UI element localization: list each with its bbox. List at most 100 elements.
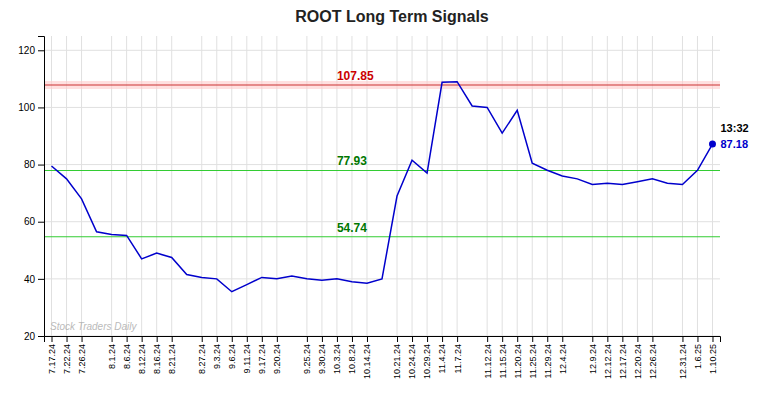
tick-mark: [38, 336, 44, 337]
tick-label: 9.3.24: [212, 344, 222, 369]
tick: 12.9.24: [588, 336, 598, 374]
tick-mark: [232, 336, 233, 342]
tick: 8.27.24: [197, 336, 207, 374]
tick-label: 11.15.24: [498, 344, 508, 378]
tick-mark: [277, 336, 278, 342]
tick-label: 8.21.24: [167, 344, 177, 374]
tick-mark: [397, 336, 398, 342]
tick-label: 9.20.24: [272, 344, 282, 374]
tick-label: 10.14.24: [362, 344, 372, 379]
price-line: [52, 82, 713, 292]
tick-label: 60: [24, 216, 36, 227]
tick-mark: [352, 336, 353, 342]
axis-line: [38, 37, 45, 337]
tick-label: 7.22.24: [62, 344, 72, 374]
tick-mark: [457, 336, 458, 342]
reference-label: 77.93: [337, 154, 367, 168]
tick-label: 12.26.24: [648, 344, 658, 379]
tick-mark: [367, 336, 368, 342]
tick-mark: [682, 336, 683, 342]
tick-label: 11.4.24: [437, 344, 447, 373]
last-price-label: 87.18: [720, 138, 748, 150]
tick: 120: [18, 45, 44, 56]
tick-mark: [262, 336, 263, 342]
tick-label: 120: [18, 45, 35, 56]
tick: 10.3.24: [332, 336, 342, 374]
tick: 11.20.24: [513, 336, 523, 378]
tick-mark: [322, 336, 323, 342]
grid: [44, 36, 720, 336]
last-time-label: 13:32: [720, 122, 748, 134]
tick: 20: [24, 331, 44, 342]
tick: 60: [24, 216, 44, 227]
tick-label: 7.17.24: [47, 344, 57, 374]
tick: 12.12.24: [603, 336, 613, 379]
tick: 11.25.24: [528, 336, 538, 378]
reference-band: [44, 81, 720, 89]
tick: 9.6.24: [227, 336, 237, 369]
tick-mark: [112, 336, 113, 342]
tick-mark: [637, 336, 638, 342]
tick-mark: [412, 336, 413, 342]
tick-label: 20: [24, 331, 36, 342]
tick-mark: [38, 107, 44, 108]
tick-mark: [307, 336, 308, 342]
last-point: [709, 141, 716, 148]
tick-label: 11.20.24: [513, 344, 523, 378]
chart: ROOT Long Term Signals204060801001207.17…: [0, 0, 784, 398]
tick-mark: [82, 336, 83, 342]
tick-label: 12.17.24: [618, 344, 628, 379]
tick-mark: [202, 336, 203, 342]
tick: 9.25.24: [302, 336, 312, 374]
tick-label: 12.31.24: [678, 344, 688, 379]
tick-mark: [38, 50, 44, 51]
tick: 11.29.24: [543, 336, 553, 378]
tick: 7.22.24: [62, 336, 72, 374]
tick-label: 40: [24, 274, 36, 285]
tick-mark: [652, 336, 653, 342]
tick-label: 12.20.24: [633, 344, 643, 379]
tick: 7.17.24: [47, 336, 57, 374]
tick: 80: [24, 159, 44, 170]
tick-label: 12.9.24: [588, 344, 598, 374]
tick: 10.21.24: [392, 336, 402, 379]
tick: 8.21.24: [167, 336, 177, 374]
reference-line: [44, 170, 720, 171]
tick-label: 8.12.24: [137, 344, 147, 374]
tick-label: 9.25.24: [302, 344, 312, 374]
reference-line: [44, 84, 720, 85]
tick-label: 11.12.24: [483, 344, 493, 378]
tick: 1.6.25: [693, 336, 703, 369]
tick-mark: [622, 336, 623, 342]
tick-mark: [217, 336, 218, 342]
tick-mark: [532, 336, 533, 342]
tick: 8.16.24: [152, 336, 162, 374]
grid-line: [44, 221, 720, 222]
tick-label: 1.6.25: [693, 344, 703, 369]
tick-label: 10.3.24: [332, 344, 342, 374]
tick: 11.12.24: [483, 336, 493, 378]
tick: 10.29.24: [422, 336, 432, 379]
tick-label: 12.4.24: [558, 344, 568, 374]
tick: 10.14.24: [362, 336, 372, 379]
tick-label: 8.1.24: [107, 344, 117, 369]
tick-mark: [67, 336, 68, 342]
data: [44, 81, 720, 292]
tick-label: 9.17.24: [257, 344, 267, 374]
tick-label: 9.30.24: [317, 344, 327, 374]
grid-line: [44, 50, 720, 51]
tick: 9.17.24: [257, 336, 267, 374]
tick: 11.7.24: [452, 336, 462, 373]
y-axis: 20 40 60 80 100 120: [18, 37, 44, 342]
plot: 204060801001207.17.247.22.247.26.248.1.2…: [18, 36, 748, 379]
tick: 10.8.24: [347, 336, 357, 374]
grid-line: [44, 107, 720, 108]
tick: 9.11.24: [242, 336, 252, 373]
tick-mark: [38, 279, 44, 280]
tick: 100: [18, 102, 44, 113]
tick-mark: [127, 336, 128, 342]
tick: 1.10.25: [708, 336, 718, 374]
tick-label: 1.10.25: [708, 344, 718, 374]
tick-mark: [247, 336, 248, 342]
tick: 9.20.24: [272, 336, 282, 374]
